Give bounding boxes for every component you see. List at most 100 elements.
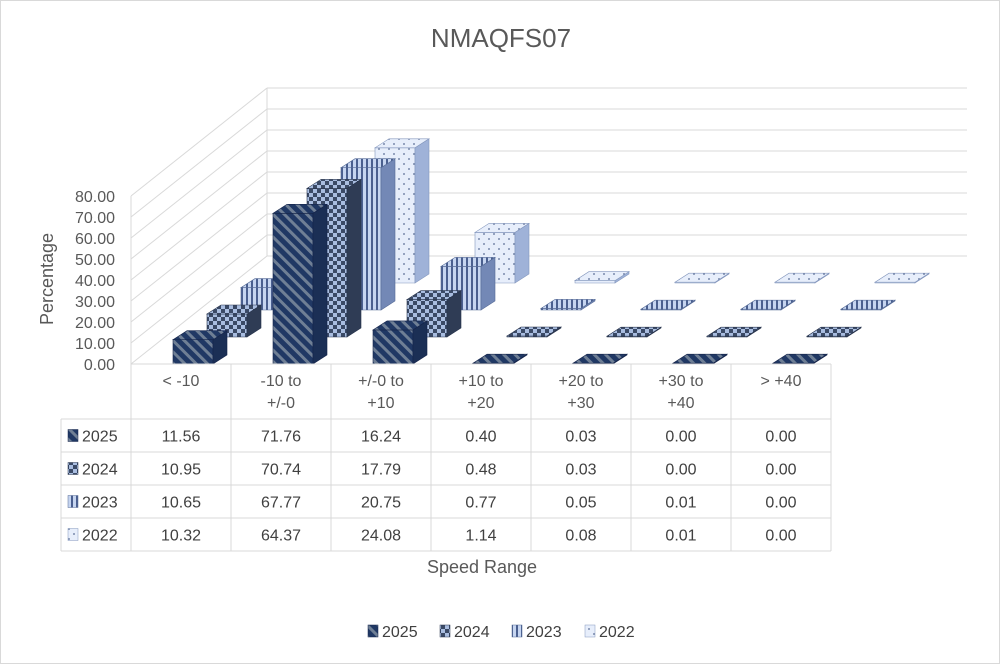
- bar-2023-6: [839, 299, 897, 311]
- legend-key-2022: [584, 624, 596, 638]
- bar-side: [346, 178, 362, 338]
- gridline-side: [130, 255, 268, 365]
- table-cell: 0.00: [665, 462, 696, 479]
- bar-top: [773, 272, 831, 283]
- bar-top: [873, 272, 931, 283]
- x-tick-label: +30 to +40: [659, 373, 704, 412]
- bar-2025-0: [171, 330, 229, 365]
- table-cell: 24.08: [361, 528, 401, 545]
- bar-front: [172, 339, 214, 365]
- bar-2025-3: [471, 353, 529, 365]
- y-tick-label: 70.00: [75, 210, 115, 227]
- bar-2022-4: [673, 272, 731, 284]
- bar-side: [380, 158, 396, 311]
- table-cell: 67.77: [261, 495, 301, 512]
- table-cell: 10.32: [161, 528, 201, 545]
- bar-top: [673, 272, 731, 283]
- x-tick-label: -10 to +/-0: [261, 373, 302, 412]
- y-axis-title: Percentage: [37, 233, 57, 325]
- table-legend-key-2025: [67, 429, 79, 442]
- bar-top: [439, 257, 497, 267]
- x-tick-line: +40: [667, 395, 694, 412]
- bar-front: [372, 329, 414, 365]
- table-cell: 20.75: [361, 495, 401, 512]
- x-axis-title: Speed Range: [427, 557, 537, 577]
- data-table: < -10 -10 to +/-0 +/-0 to +10 +10 to +20 +20 to…: [60, 363, 832, 552]
- bar-top: [205, 304, 263, 315]
- bar-2025-4: [571, 353, 629, 365]
- table-series-name: 2025: [82, 429, 118, 446]
- bar-2023-5: [739, 299, 797, 311]
- bar-top: [605, 326, 663, 337]
- x-tick-line: +30 to: [659, 373, 704, 390]
- table-cell: 17.79: [361, 462, 401, 479]
- legend-key-2024: [439, 624, 451, 638]
- bar-front: [272, 213, 314, 365]
- y-tick-label: 30.00: [75, 294, 115, 311]
- bar-top: [539, 299, 597, 309]
- table-cell: 0.00: [765, 462, 796, 479]
- table-cell: 0.00: [765, 495, 796, 512]
- table-cell: 0.00: [765, 528, 796, 545]
- table-legend-key-2024: [67, 462, 79, 475]
- y-tick-label: 60.00: [75, 231, 115, 248]
- x-tick-line: +/-0 to: [358, 373, 404, 390]
- table-cell: 0.00: [665, 429, 696, 446]
- table-legend-key-2023: [67, 495, 79, 508]
- x-tick-label: < -10: [163, 373, 200, 390]
- y-tick-label: 50.00: [75, 252, 115, 269]
- bar-top: [573, 271, 631, 281]
- bar-top: [271, 204, 329, 214]
- bar-2022-3: [573, 271, 631, 284]
- bar-2023-3: [539, 298, 597, 311]
- y-axis: 0.00 10.00 20.00 30.00 40.00 50.00 60.00 70.00 8…: [75, 189, 115, 374]
- table-cell: 64.37: [261, 528, 301, 545]
- table-series-name: 2023: [82, 495, 118, 512]
- bar-2025-6: [771, 353, 829, 365]
- bar-2025-5: [671, 353, 729, 365]
- table-series-name: 2024: [82, 462, 118, 479]
- chart-title: NMAQFS07: [431, 23, 571, 53]
- x-tick-label: +/-0 to +10: [358, 373, 404, 412]
- bar-top: [805, 326, 863, 337]
- table-series-name: 2022: [82, 528, 118, 545]
- y-tick-label: 20.00: [75, 315, 115, 332]
- y-tick-label: 80.00: [75, 189, 115, 206]
- table-cell: 11.56: [162, 429, 201, 446]
- bar-2024-5: [705, 326, 763, 338]
- bar-side: [414, 138, 430, 284]
- x-tick-line: +10: [367, 395, 394, 412]
- bar-top: [705, 326, 763, 337]
- y-tick-label: 0.00: [84, 357, 115, 374]
- x-tick-line: +20: [467, 395, 494, 412]
- table-cell: 0.77: [465, 495, 496, 512]
- bar-2025-1: [271, 203, 329, 365]
- x-tick-line: +30: [567, 395, 594, 412]
- bar-2024-6: [805, 326, 863, 338]
- table-cell: 0.03: [565, 462, 596, 479]
- x-tick-line: -10 to: [261, 373, 302, 390]
- table-cell: 0.01: [665, 495, 696, 512]
- legend-key-2023: [511, 624, 523, 638]
- legend-label: 2022: [599, 624, 635, 641]
- y-tick-label: 40.00: [75, 273, 115, 290]
- x-tick-label: > +40: [761, 373, 802, 390]
- legend-label: 2024: [454, 624, 490, 641]
- legend-key-2025: [367, 624, 379, 638]
- bars-layer: [171, 138, 931, 365]
- bar-top: [505, 326, 563, 337]
- bar-2023-4: [639, 299, 697, 311]
- bar-top: [771, 353, 829, 364]
- table-cell: 10.95: [161, 462, 201, 479]
- bar-top: [305, 179, 363, 189]
- bar-top: [373, 138, 431, 149]
- bar-top: [339, 158, 397, 168]
- legend-label: 2025: [382, 624, 418, 641]
- gridline-side: [130, 192, 268, 302]
- legend: 2025 2024 2023 2022: [367, 624, 635, 641]
- bar-top: [371, 320, 429, 331]
- bar-2022-6: [873, 272, 931, 284]
- bar-2024-4: [605, 326, 663, 338]
